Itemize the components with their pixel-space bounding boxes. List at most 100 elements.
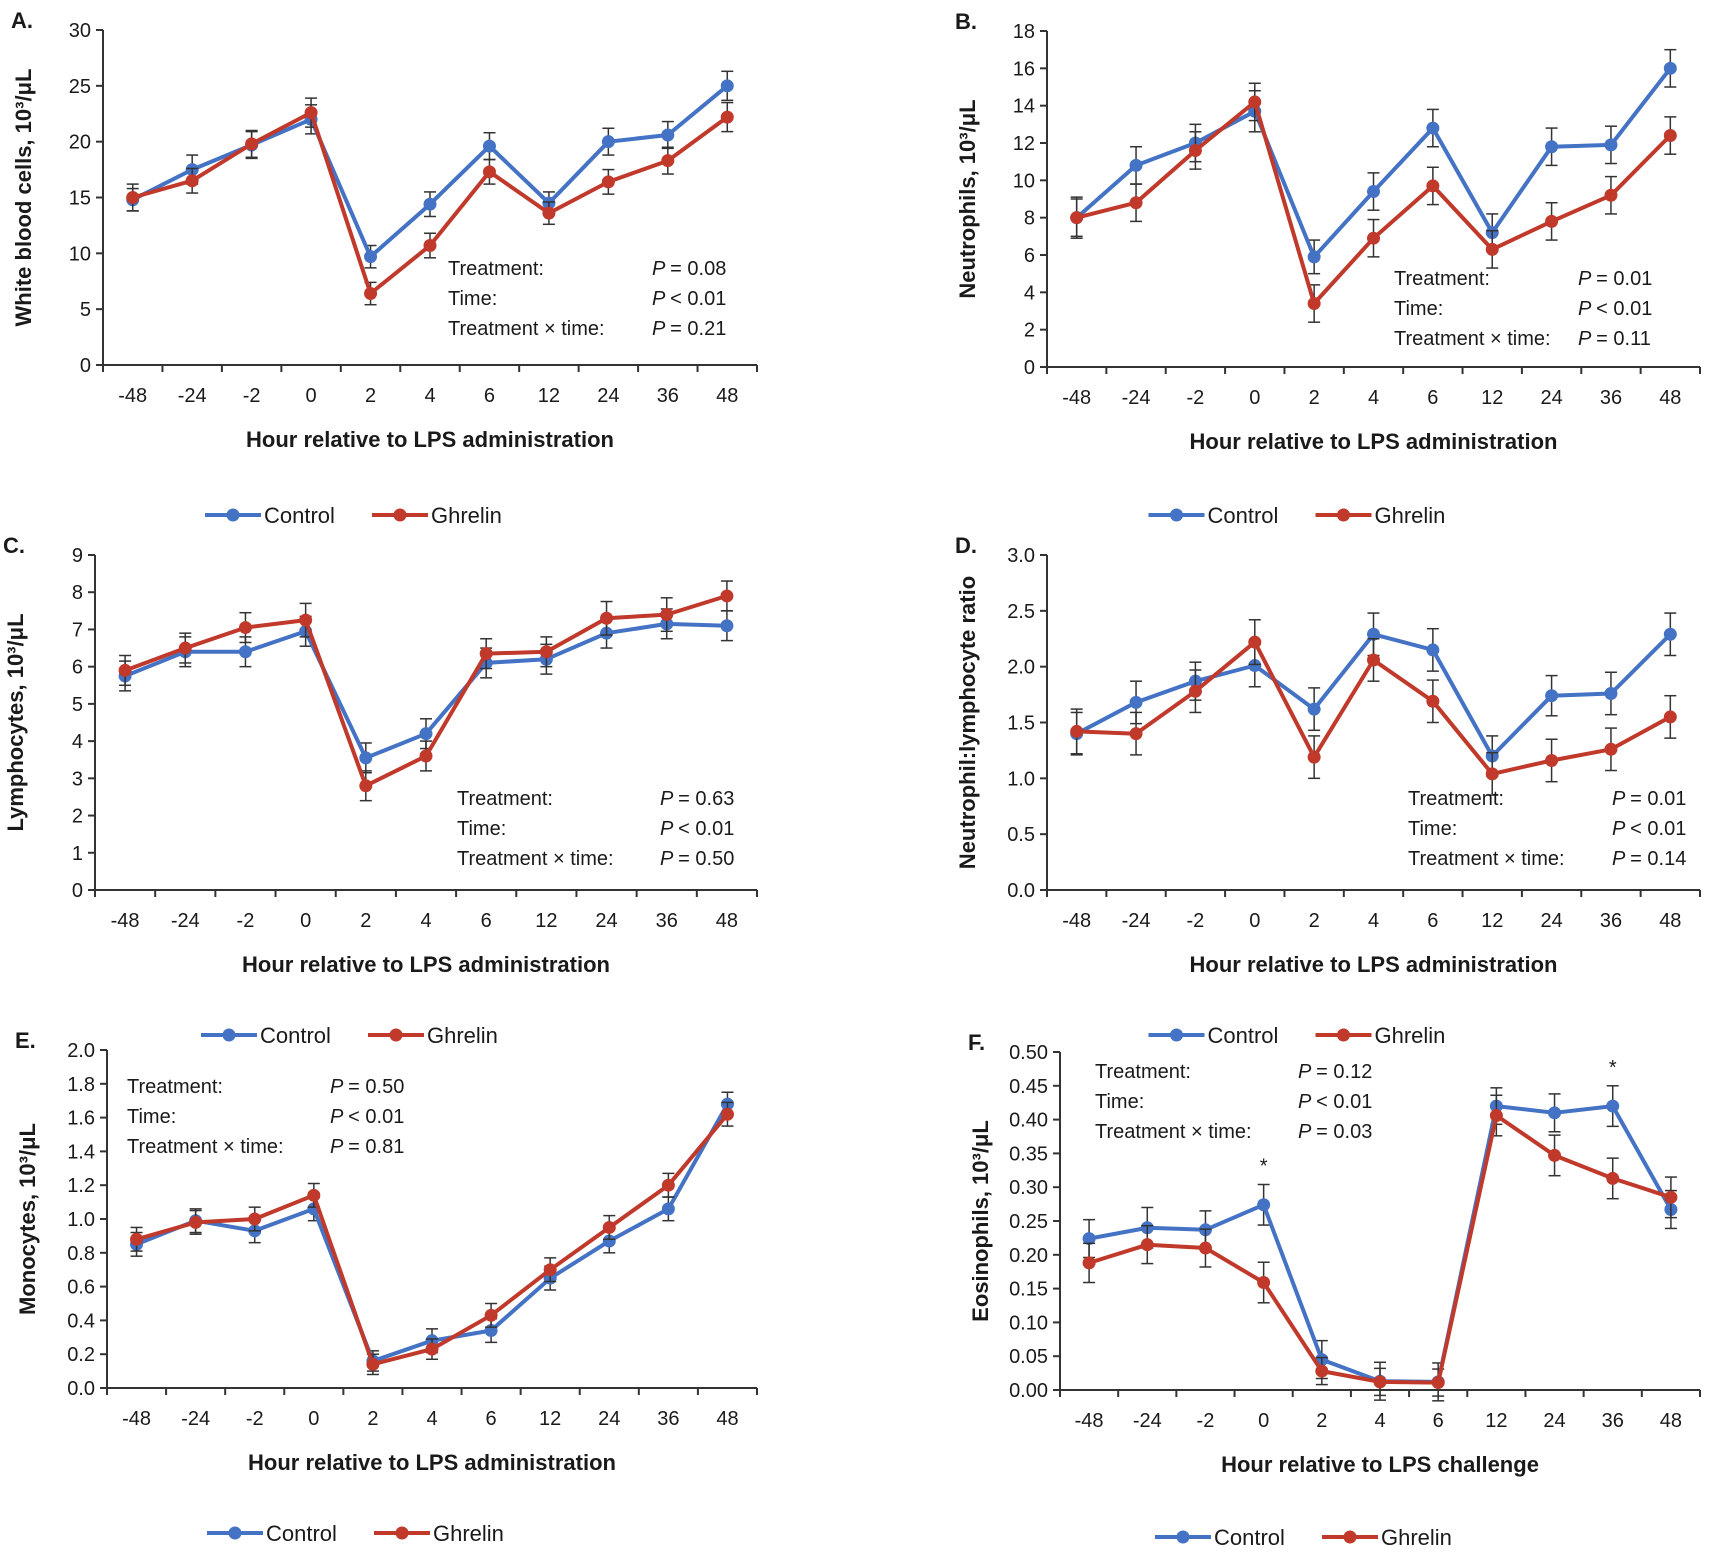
data-point (238, 621, 252, 635)
data-point (130, 1232, 144, 1246)
y-tick-label: 5 (72, 694, 83, 716)
stat-p-value: = 0.81 (348, 1136, 404, 1158)
y-tick-label: 0.45 (1009, 1076, 1048, 1098)
legend-control-marker (1176, 1530, 1190, 1544)
x-tick-label: -2 (1197, 1410, 1215, 1432)
data-point (601, 135, 615, 149)
data-point (661, 1178, 675, 1192)
stat-p-value: < 0.01 (1596, 298, 1652, 320)
stat-value: P = 0.08 (652, 258, 726, 280)
y-tick-label: 30 (69, 20, 91, 42)
data-point (1663, 129, 1677, 143)
stat-p-value: < 0.01 (678, 818, 734, 840)
stat-label: Time: (127, 1106, 176, 1128)
x-tick-label: 24 (597, 385, 619, 407)
stat-label: Treatment × time: (127, 1136, 284, 1158)
y-tick-label: 0.20 (1009, 1245, 1048, 1267)
data-point (366, 1357, 380, 1371)
stat-p-value: = 0.11 (1596, 328, 1651, 350)
series-ghrelin (1070, 82, 1677, 323)
data-point (1307, 702, 1321, 716)
data-point (1489, 1109, 1503, 1123)
data-point (1664, 1190, 1678, 1204)
x-tick-label: 4 (1368, 910, 1379, 932)
legend-control-marker (228, 1526, 242, 1540)
stat-p-symbol: P (652, 318, 670, 340)
x-tick-label: -48 (122, 1408, 151, 1430)
data-point (1367, 627, 1380, 641)
x-tick-label: 12 (538, 385, 560, 407)
data-point (1426, 694, 1440, 708)
x-tick-label: -2 (246, 1408, 264, 1430)
legend-ghrelin-marker (1343, 1530, 1357, 1544)
stat-value: P = 0.50 (660, 848, 734, 870)
stat-p-value: = 0.12 (1316, 1061, 1372, 1083)
data-point (602, 1220, 616, 1234)
legend-ghrelin-marker (389, 1028, 403, 1042)
x-tick-label: -48 (1075, 1410, 1104, 1432)
data-point (660, 608, 674, 622)
y-tick-label: 0.50 (1009, 1042, 1048, 1064)
data-point (189, 1215, 203, 1229)
data-point (1082, 1256, 1096, 1270)
x-tick-label: 4 (424, 385, 435, 407)
data-point (248, 1212, 262, 1226)
stat-p-value: = 0.63 (678, 788, 734, 810)
y-tick-label: 2.0 (67, 1040, 95, 1062)
y-tick-label: 0.30 (1009, 1177, 1048, 1199)
data-point (1426, 179, 1440, 193)
legend-ghrelin-label: Ghrelin (431, 503, 502, 528)
stat-p-value: < 0.01 (1630, 818, 1686, 840)
stat-value: P = 0.14 (1612, 848, 1686, 870)
y-tick-label: 0.8 (67, 1243, 95, 1265)
data-point (1070, 724, 1084, 738)
data-point (1604, 138, 1618, 152)
panel-label: C. (3, 533, 25, 558)
data-point (364, 287, 378, 301)
stat-p-symbol: P (1578, 328, 1596, 350)
stat-label: Time: (1408, 818, 1457, 840)
legend: Control Ghrelin (1155, 1525, 1452, 1550)
data-point (1257, 1276, 1271, 1290)
stat-p-symbol: P (1298, 1061, 1316, 1083)
x-tick-label: 24 (598, 1408, 620, 1430)
data-point (1663, 710, 1677, 724)
x-tick-label: -2 (237, 910, 255, 932)
legend: Control Ghrelin (207, 1521, 504, 1546)
y-tick-label: 10 (1013, 170, 1035, 192)
stat-p-symbol: P (1612, 818, 1630, 840)
y-tick-label: 0.05 (1009, 1346, 1048, 1368)
series-ghrelin (1070, 619, 1677, 796)
data-point (304, 106, 318, 120)
stat-p-value: = 0.50 (348, 1076, 404, 1098)
data-point (425, 1342, 439, 1356)
x-tick-label: 12 (1485, 1410, 1507, 1432)
stat-label: Treatment × time: (1095, 1121, 1252, 1143)
legend-control-label: Control (1208, 1023, 1279, 1048)
x-tick-label: 36 (657, 385, 679, 407)
y-tick-label: 0.4 (67, 1310, 95, 1332)
data-point (1367, 185, 1380, 199)
y-tick-label: 4 (1024, 282, 1035, 304)
y-tick-label: 2 (72, 806, 83, 828)
x-tick-label: 2 (360, 910, 371, 932)
data-point (720, 110, 734, 124)
x-tick-label: 2 (1309, 387, 1320, 409)
y-tick-label: 0.0 (1007, 880, 1035, 902)
legend-ghrelin-label: Ghrelin (1375, 503, 1446, 528)
y-tick-label: 0 (1024, 357, 1035, 379)
stat-label: Time: (448, 288, 497, 310)
stat-p-value: = 0.03 (1316, 1121, 1372, 1143)
data-point (1307, 250, 1321, 264)
y-tick-label: 20 (69, 132, 91, 154)
x-tick-label: 0 (1258, 1410, 1269, 1432)
y-tick-label: 4 (72, 731, 83, 753)
legend-ghrelin-label: Ghrelin (1375, 1023, 1446, 1048)
y-tick-label: 1.8 (67, 1074, 95, 1096)
x-tick-label: 36 (656, 910, 678, 932)
x-tick-label: 12 (1481, 387, 1503, 409)
x-tick-label: 0 (1249, 910, 1260, 932)
data-point (601, 175, 615, 189)
